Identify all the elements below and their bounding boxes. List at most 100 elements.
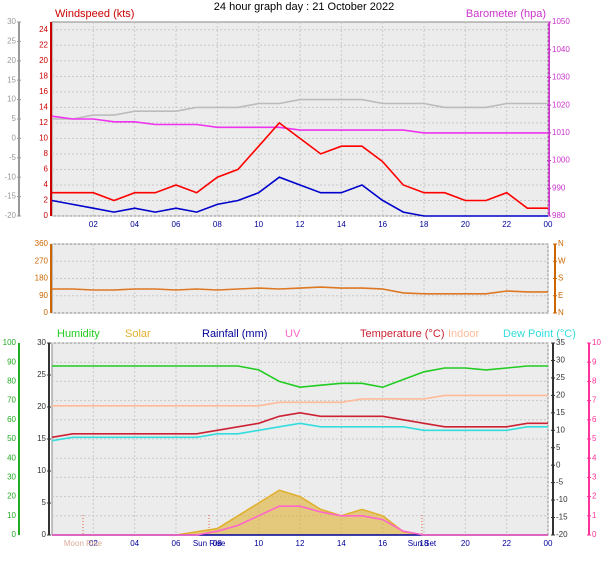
y2-tick-label: -15	[556, 513, 568, 522]
y-tick-label: 0	[44, 308, 49, 317]
y3-tick-label: 25	[7, 37, 16, 46]
y3-tick-label: 30	[37, 338, 46, 347]
x-tick-label: 00	[544, 220, 553, 229]
y-tick-label: 6	[44, 165, 49, 174]
y3-tick-label: -5	[9, 153, 17, 162]
y2-tick-label: 35	[556, 338, 565, 347]
y3-tick-label: 10	[37, 466, 46, 475]
y2-tick-label: 1030	[552, 73, 570, 82]
y2-tick-label: 25	[556, 373, 565, 382]
y3-tick-label: 25	[37, 370, 46, 379]
y2-tick-label: 15	[556, 408, 565, 417]
x-tick-label: 22	[502, 220, 511, 229]
y3-tick-label: 30	[7, 17, 16, 26]
y3-tick-label: -20	[4, 211, 16, 220]
series-line	[52, 286, 548, 295]
y-tick-label: 20	[7, 492, 16, 501]
annotation: Sun Rise	[193, 539, 226, 548]
legend-entry: UV	[285, 328, 301, 340]
x-tick-label: 04	[130, 539, 139, 548]
y-tick-label: 22	[39, 40, 48, 49]
area	[52, 490, 548, 535]
y3-tick-label: 5	[12, 114, 17, 123]
legend-entry: Solar	[125, 328, 151, 340]
y2-tick-label: 30	[556, 356, 565, 365]
y-tick-label: 70	[7, 396, 16, 405]
y-tick-label: 90	[7, 357, 16, 366]
series-line	[52, 98, 548, 120]
y-tick-label: 80	[7, 377, 16, 386]
y-tick-label: 30	[7, 473, 16, 482]
y4-tick-label: 2	[592, 492, 597, 501]
y4-tick-label: 7	[592, 396, 597, 405]
y-tick-label: 14	[39, 102, 48, 111]
y2-tick-label: -10	[556, 495, 568, 504]
y4-tick-label: 6	[592, 415, 597, 424]
y-tick-label: 50	[7, 434, 16, 443]
legend-entry: Humidity	[57, 328, 100, 340]
x-tick-label: 16	[378, 539, 387, 548]
y2-tick-label: W	[558, 256, 566, 265]
x-tick-label: 20	[461, 220, 470, 229]
x-tick-label: 20	[461, 539, 470, 548]
y-tick-label: 20	[39, 56, 48, 65]
y3-tick-label: 20	[37, 402, 46, 411]
y2-tick-label: 1020	[552, 100, 570, 109]
y2-tick-label: 1040	[552, 45, 570, 54]
y4-tick-label: 3	[592, 473, 597, 482]
annotation: Moon Rise	[64, 539, 103, 548]
y3-tick-label: -10	[4, 172, 16, 181]
series-line	[52, 365, 548, 389]
y2-axis-label: Barometer (hpa)	[466, 8, 546, 20]
y2-tick-label: S	[558, 274, 563, 283]
y2-tick-label: 0	[556, 460, 561, 469]
y2-tick-label: 5	[556, 443, 561, 452]
y-axis-label: Windspeed (kts)	[55, 8, 134, 20]
y3-tick-label: 10	[7, 95, 16, 104]
y3-tick-label: 0	[42, 530, 47, 539]
y4-tick-label: 10	[592, 338, 601, 347]
y2-tick-label: -5	[556, 478, 564, 487]
series-line	[51, 115, 548, 134]
y2-tick-label: 990	[552, 183, 566, 192]
y4-tick-label: 5	[592, 434, 597, 443]
series-line	[52, 394, 548, 407]
y3-tick-label: 0	[12, 134, 17, 143]
legend-entry: Temperature (°C)	[360, 328, 444, 340]
y-tick-label: 10	[7, 511, 16, 520]
x-tick-label: 18	[420, 220, 429, 229]
x-tick-label: 10	[254, 539, 263, 548]
y4-tick-label: 0	[592, 530, 597, 539]
y2-tick-label: 1050	[552, 17, 570, 26]
x-tick-label: 02	[89, 539, 98, 548]
y2-tick-label: 10	[556, 425, 565, 434]
series-line	[52, 121, 548, 209]
y2-tick-label: 1000	[552, 156, 570, 165]
x-tick-label: 12	[296, 220, 305, 229]
y-tick-label: 10	[39, 134, 48, 143]
y-tick-label: 4	[44, 180, 49, 189]
legend-entry: Dew Point (°C)	[503, 328, 576, 340]
legend-entry: Rainfall (mm)	[202, 328, 267, 340]
y-tick-label: 40	[7, 453, 16, 462]
series-line	[51, 176, 548, 217]
y-tick-label: 16	[39, 87, 48, 96]
annotation: Sun Set	[408, 539, 437, 548]
y-tick-label: 2	[44, 196, 49, 205]
y-tick-label: 18	[39, 71, 48, 80]
y-tick-label: 0	[44, 211, 49, 220]
y-tick-label: 12	[39, 118, 48, 127]
x-tick-label: 00	[544, 539, 553, 548]
y3-tick-label: 15	[7, 75, 16, 84]
y2-tick-label: 20	[556, 390, 565, 399]
y3-tick-label: 20	[7, 56, 16, 65]
y-tick-label: 90	[39, 291, 48, 300]
x-tick-label: 14	[337, 539, 346, 548]
y-tick-label: 100	[3, 338, 17, 347]
y-tick-label: 24	[39, 25, 48, 34]
y4-tick-label: 1	[592, 511, 597, 520]
series-line	[51, 411, 548, 439]
y4-tick-label: 4	[592, 453, 597, 462]
x-tick-label: 06	[172, 220, 181, 229]
